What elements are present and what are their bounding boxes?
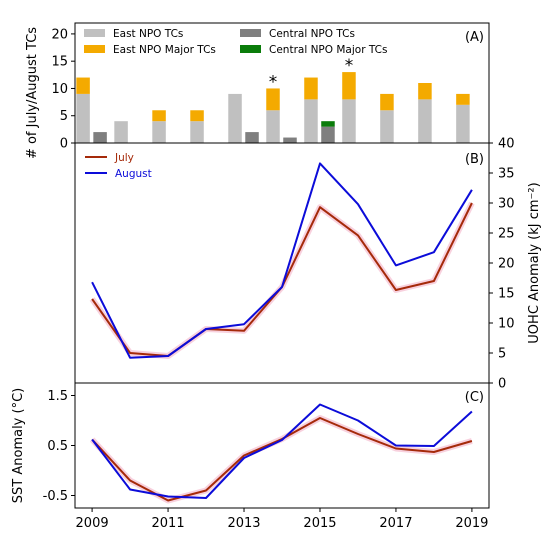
panel-a-bar [245, 132, 259, 143]
panel-a-bar [266, 88, 280, 111]
panel-c-label: (C) [465, 390, 484, 405]
panel-b-ytick-label: 35 [498, 167, 515, 182]
panel-a-bar [418, 99, 432, 143]
panel-a-legend-label: Central NPO TCs [269, 28, 355, 40]
panel-b-ytick-label: 25 [498, 227, 515, 242]
panel-c: -0.5 0.5 1.5 SST Anomaly (°C) 2009 2011 2013 20… [11, 382, 490, 531]
panel-a-bar [321, 121, 335, 127]
panel-a-bar [76, 93, 90, 143]
panel-a-label: (A) [465, 30, 484, 45]
panel-a-annotation: * [345, 56, 354, 76]
panel-a: 0 5 10 15 20 # of July/August TCs * * East NPO T… [25, 22, 490, 159]
panel-c-xtick-label: 2013 [227, 516, 260, 531]
panel-a-legend-swatch [240, 29, 261, 37]
panel-c-ytick-label: 0.5 [47, 439, 68, 454]
panel-a-legend-label: East NPO Major TCs [113, 44, 216, 56]
panel-a-bar [304, 77, 318, 100]
panel-b-label: (B) [465, 152, 484, 167]
panel-a-ytick-label: 10 [51, 82, 68, 97]
panel-b-ytick-label: 0 [498, 377, 506, 392]
panel-a-bar [190, 121, 204, 143]
panel-a-annotation: * [269, 72, 278, 92]
panel-b-legend-label: July [114, 152, 134, 164]
panel-a-bar [283, 137, 297, 143]
panel-a-bar [321, 126, 335, 143]
panel-c-xtick-label: 2017 [379, 516, 412, 531]
panel-c-xtick-label: 2019 [455, 516, 488, 531]
panel-b-legend-label: August [115, 168, 152, 180]
panel-a-bar [304, 99, 318, 143]
panel-b-ytick-label: 10 [498, 317, 515, 332]
panel-a-bar [380, 110, 394, 143]
panel-a-bar [456, 104, 470, 143]
panel-a-legend-label: Central NPO Major TCs [269, 44, 387, 56]
panel-a-ylabel: # of July/August TCs [25, 27, 40, 159]
panel-a-legend-swatch [84, 29, 105, 37]
panel-c-xtick-label: 2015 [303, 516, 336, 531]
panel-b-ytick-label: 5 [498, 347, 506, 362]
panel-a-bar [93, 132, 107, 143]
panel-a-bar [456, 93, 470, 105]
panel-b-series-line [91, 162, 473, 359]
panel-a-bar [342, 99, 356, 143]
panel-a-ytick-label: 15 [51, 55, 68, 70]
panel-b-ytick-label: 30 [498, 197, 515, 212]
panel-c-ytick-label: -0.5 [43, 489, 68, 504]
panel-a-bar [190, 110, 204, 122]
panel-a-bar [114, 121, 128, 143]
panel-c-xtick-label: 2009 [76, 516, 109, 531]
panel-a-bar [152, 121, 166, 143]
panel-b-ylabel: UOHC Anomaly (kJ cm⁻²) [527, 182, 542, 343]
panel-c-series-line [91, 403, 473, 499]
panel-b-ytick-label: 20 [498, 257, 515, 272]
panel-a-ytick-label: 5 [60, 109, 68, 124]
panel-a-ytick-label: 20 [51, 27, 68, 42]
panel-c-ylabel: SST Anomaly (°C) [11, 388, 26, 503]
panel-c-ytick-label: 1.5 [47, 389, 68, 404]
panel-a-bar [228, 93, 242, 143]
panel-a-bar [418, 83, 432, 100]
panel-a-legend-swatch [240, 45, 261, 53]
panel-b-ytick-label: 40 [498, 137, 515, 152]
panel-a-legend-label: East NPO TCs [113, 28, 183, 40]
panel-a-bar [152, 110, 166, 122]
panel-a-bar [342, 72, 356, 100]
panel-c-xtick-label: 2011 [152, 516, 185, 531]
panel-a-bar [76, 77, 90, 94]
panel-a-legend-swatch [84, 45, 105, 53]
panel-a-ytick-label: 0 [60, 137, 68, 152]
panel-b: 0 5 10 15 20 25 30 35 40 UOHC Anomaly (kJ cm⁻²) Ju… [74, 137, 542, 392]
panel-a-bar [266, 110, 280, 143]
panel-b-ytick-label: 15 [498, 287, 515, 302]
panel-a-bar [380, 93, 394, 111]
